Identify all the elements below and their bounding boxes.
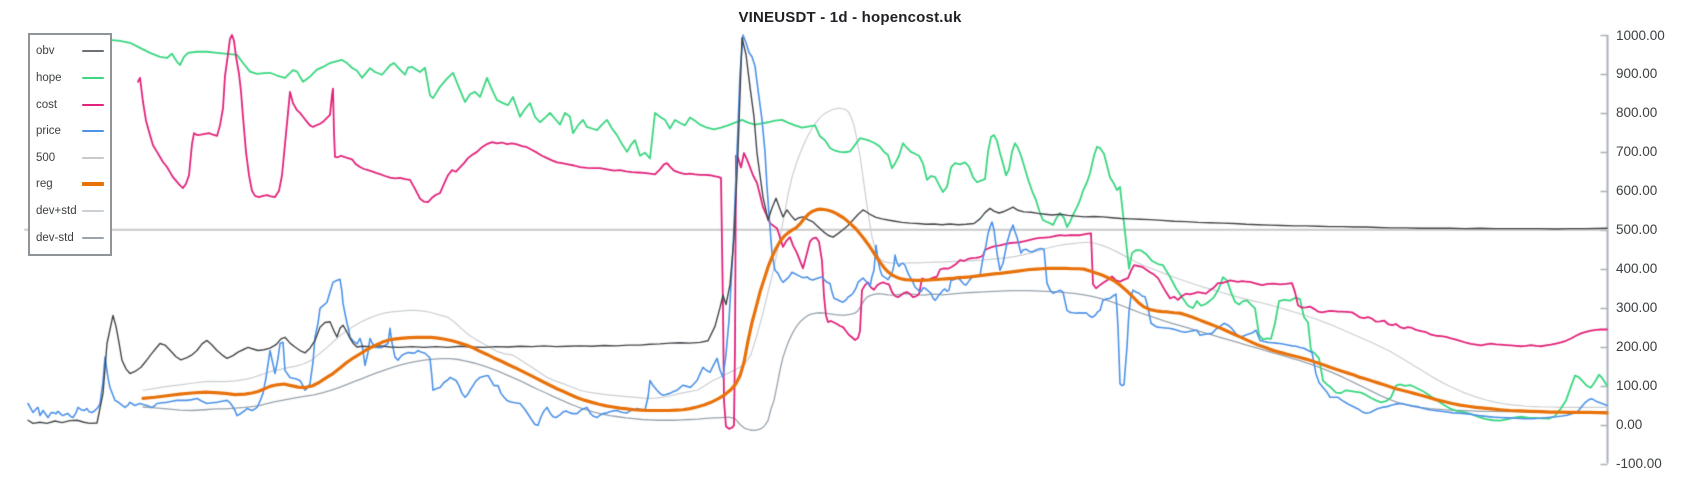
legend-swatch-500 [82, 156, 104, 159]
legend-item-label: dev+std [36, 205, 77, 218]
legend-item-500[interactable]: 500 [36, 145, 104, 170]
legend-item-cost[interactable]: cost [36, 92, 104, 117]
y-axis-tick-label: 400.00 [1616, 261, 1658, 277]
legend-item-label: reg [36, 178, 53, 191]
y-axis-tick-label: 500.00 [1616, 222, 1658, 238]
legend-item-label: price [36, 125, 61, 138]
legend-item-obv[interactable]: obv [36, 39, 104, 64]
y-axis-tick-label: -100.00 [1616, 456, 1662, 471]
legend-swatch-price [82, 130, 104, 133]
legend-swatch-dev-std [82, 210, 104, 213]
chart-title: VINEUSDT - 1d - hopencost.uk [738, 9, 962, 26]
y-axis-tick-label: 700.00 [1616, 144, 1658, 160]
y-axis-tick-label: 900.00 [1616, 66, 1658, 82]
legend-item-reg[interactable]: reg [36, 172, 104, 197]
y-axis-tick-label: 0.00 [1616, 417, 1643, 433]
y-axis-tick-label: 300.00 [1616, 300, 1658, 316]
legend-item-label: hope [36, 71, 62, 84]
legend-swatch-dev-std [82, 236, 104, 239]
legend-item-label: cost [36, 98, 58, 111]
y-axis-tick-label: 200.00 [1616, 339, 1658, 355]
legend-swatch-cost [82, 103, 104, 106]
legend-item-label: obv [36, 45, 55, 58]
legend-item-dev-std[interactable]: dev+std [36, 199, 104, 224]
legend-swatch-obv [82, 50, 104, 53]
legend: obv hope cost price 500 reg dev+std dev-std [28, 33, 112, 256]
legend-item-hope[interactable]: hope [36, 65, 104, 90]
legend-swatch-hope [82, 76, 104, 79]
legend-item-label: 500 [36, 151, 56, 164]
legend-item-price[interactable]: price [36, 119, 104, 144]
legend-item-label: dev-std [36, 231, 74, 244]
legend-item-dev-std[interactable]: dev-std [36, 225, 104, 250]
y-axis-tick-label: 800.00 [1616, 105, 1658, 121]
y-axis-tick-label: 100.00 [1616, 378, 1658, 394]
y-axis-tick-label: 1000.00 [1616, 27, 1665, 43]
legend-swatch-reg [82, 182, 104, 187]
y-axis-tick-label: 600.00 [1616, 183, 1658, 199]
